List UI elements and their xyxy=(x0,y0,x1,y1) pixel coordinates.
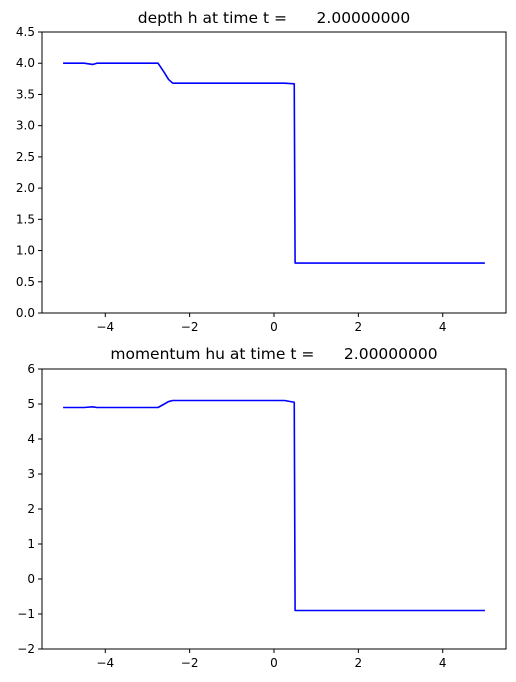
momentum-y-tick-label: 3 xyxy=(27,467,35,481)
momentum-y-tick-label: 5 xyxy=(27,397,35,411)
momentum-y-tick-label: 1 xyxy=(27,537,35,551)
depth-y-tick-label: 4.5 xyxy=(16,25,35,39)
depth-x-tick-label: 4 xyxy=(439,320,447,334)
depth-series-line xyxy=(63,62,485,264)
depth-y-tick-label: 0.5 xyxy=(16,275,35,289)
depth-x-tick-label: 0 xyxy=(270,320,278,334)
depth-x-tick-label: −2 xyxy=(181,320,199,334)
momentum-plot-title: momentum hu at time t = 2.00000000 xyxy=(110,345,437,363)
depth-y-tick-label: 3.5 xyxy=(16,87,35,101)
depth-y-tick-label: 0.0 xyxy=(16,306,35,320)
depth-series-group xyxy=(63,62,485,264)
depth-y-tick-label: 3.0 xyxy=(16,119,35,133)
depth-x-ticks: −4 −2 0 2 4 xyxy=(96,313,447,334)
momentum-y-tick-label: 4 xyxy=(27,432,35,446)
momentum-x-tick-label: −4 xyxy=(96,656,114,670)
momentum-x-tick-label: 2 xyxy=(355,656,363,670)
depth-y-ticks: 0.0 0.5 1.0 1.5 2.0 2.5 3.0 3.5 4.0 4.5 xyxy=(16,25,42,320)
depth-plot-panel: depth h at time t = 2.00000000 −4 −2 0 2 4 0… xyxy=(16,9,507,334)
momentum-x-tick-label: 0 xyxy=(270,656,278,670)
depth-plot-title: depth h at time t = 2.00000000 xyxy=(138,9,410,27)
depth-y-tick-label: 1.5 xyxy=(16,212,35,226)
momentum-y-tick-label: 0 xyxy=(27,572,35,586)
momentum-series-line xyxy=(63,399,485,612)
momentum-y-ticks: −2 −1 0 1 2 3 4 5 6 xyxy=(17,362,42,656)
momentum-series-group xyxy=(63,399,485,612)
momentum-x-ticks: −4 −2 0 2 4 xyxy=(96,649,447,670)
momentum-x-tick-label: 4 xyxy=(439,656,447,670)
depth-y-tick-label: 1.0 xyxy=(16,244,35,258)
depth-x-tick-label: −4 xyxy=(96,320,114,334)
momentum-y-tick-label: −1 xyxy=(17,607,35,621)
momentum-y-tick-label: −2 xyxy=(17,642,35,656)
depth-y-tick-label: 4.0 xyxy=(16,56,35,70)
momentum-y-tick-label: 2 xyxy=(27,502,35,516)
momentum-x-tick-label: −2 xyxy=(181,656,199,670)
depth-x-tick-label: 2 xyxy=(355,320,363,334)
depth-y-tick-label: 2.0 xyxy=(16,181,35,195)
momentum-y-tick-label: 6 xyxy=(27,362,35,376)
depth-y-tick-label: 2.5 xyxy=(16,150,35,164)
momentum-plot-panel: momentum hu at time t = 2.00000000 −4 −2 0… xyxy=(17,345,507,670)
